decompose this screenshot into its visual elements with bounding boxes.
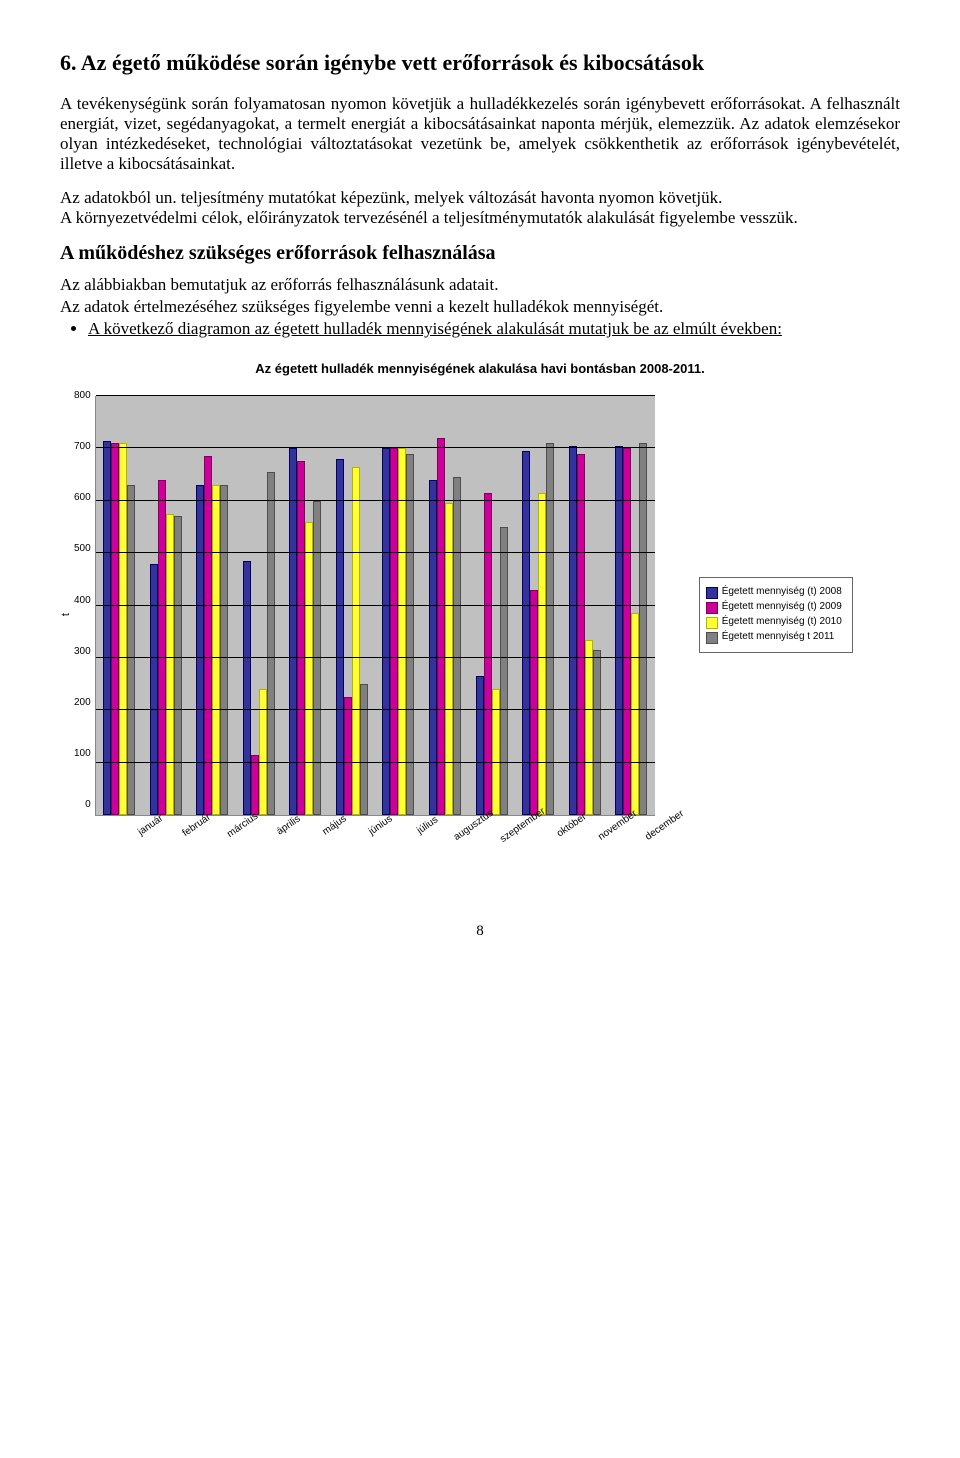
paragraph: A tevékenységünk során folyamatosan nyom… bbox=[60, 94, 900, 174]
paragraph: Az alábbiakban bemutatjuk az erőforrás f… bbox=[60, 275, 900, 295]
bar bbox=[166, 514, 174, 815]
bar bbox=[538, 493, 546, 815]
bar bbox=[445, 503, 453, 815]
gridline bbox=[96, 447, 655, 448]
bar bbox=[344, 697, 352, 815]
legend-label: Égetett mennyiség (t) 2010 bbox=[722, 616, 842, 627]
bullet-list: A következő diagramon az égetett hulladé… bbox=[88, 319, 900, 339]
bar bbox=[530, 590, 538, 815]
subheading: A működéshez szükséges erőforrások felha… bbox=[60, 242, 900, 265]
y-tick: 200 bbox=[74, 697, 91, 708]
y-tick: 600 bbox=[74, 492, 91, 503]
bar bbox=[150, 564, 158, 815]
y-tick: 800 bbox=[74, 390, 91, 401]
bar-group bbox=[142, 396, 189, 815]
legend-item: Égetett mennyiség t 2011 bbox=[706, 631, 842, 644]
bar bbox=[484, 493, 492, 815]
bar bbox=[352, 467, 360, 815]
bar-group bbox=[608, 396, 655, 815]
bar bbox=[631, 613, 639, 815]
gridline bbox=[96, 395, 655, 396]
legend-item: Égetett mennyiség (t) 2008 bbox=[706, 586, 842, 599]
bar-group bbox=[189, 396, 236, 815]
bar bbox=[623, 448, 631, 815]
bar-group bbox=[235, 396, 282, 815]
gridline bbox=[96, 657, 655, 658]
bar bbox=[382, 448, 390, 815]
gridline bbox=[96, 605, 655, 606]
chart: Az égetett hulladék mennyiségének alakul… bbox=[60, 361, 900, 833]
bar bbox=[103, 441, 111, 815]
legend-swatch bbox=[706, 632, 718, 644]
legend-item: Égetett mennyiség (t) 2010 bbox=[706, 616, 842, 629]
bar bbox=[174, 516, 182, 815]
y-tick: 700 bbox=[74, 441, 91, 452]
bar bbox=[398, 448, 406, 815]
legend-swatch bbox=[706, 587, 718, 599]
bar bbox=[500, 527, 508, 815]
bar bbox=[593, 650, 601, 815]
bar bbox=[313, 501, 321, 815]
gridline bbox=[96, 500, 655, 501]
page-number: 8 bbox=[60, 923, 900, 940]
bar bbox=[212, 485, 220, 815]
bar-group bbox=[468, 396, 515, 815]
gridline bbox=[96, 709, 655, 710]
bar bbox=[289, 448, 297, 815]
bar bbox=[243, 561, 251, 815]
legend-swatch bbox=[706, 617, 718, 629]
bar-group bbox=[329, 396, 376, 815]
legend-label: Égetett mennyiség (t) 2008 bbox=[722, 586, 842, 597]
bar-group bbox=[375, 396, 422, 815]
bar bbox=[437, 438, 445, 815]
x-ticks: januárfebruármárciusáprilismájusjúniusjú… bbox=[121, 816, 681, 833]
legend-label: Égetett mennyiség t 2011 bbox=[722, 631, 835, 642]
bar bbox=[305, 522, 313, 815]
y-tick: 100 bbox=[74, 748, 91, 759]
bar-group bbox=[561, 396, 608, 815]
paragraph: Az adatok értelmezéséhez szükséges figye… bbox=[60, 297, 900, 317]
gridline bbox=[96, 762, 655, 763]
bar bbox=[360, 684, 368, 815]
y-tick: 300 bbox=[74, 646, 91, 657]
bar bbox=[267, 472, 275, 815]
bar bbox=[615, 446, 623, 815]
y-tick: 500 bbox=[74, 543, 91, 554]
bars-container bbox=[96, 396, 655, 815]
chart-title: Az égetett hulladék mennyiségének alakul… bbox=[60, 361, 900, 376]
legend-item: Égetett mennyiség (t) 2009 bbox=[706, 601, 842, 614]
bar bbox=[220, 485, 228, 815]
bar bbox=[453, 477, 461, 815]
bar bbox=[522, 451, 530, 815]
bar-group bbox=[515, 396, 562, 815]
y-tick: 400 bbox=[74, 595, 91, 606]
bar bbox=[569, 446, 577, 815]
y-axis-label: t bbox=[60, 613, 72, 616]
bar bbox=[585, 640, 593, 815]
bar bbox=[127, 485, 135, 815]
bar bbox=[390, 448, 398, 815]
bar bbox=[158, 480, 166, 815]
section-title: 6. Az égető működése során igénybe vett … bbox=[60, 50, 900, 76]
y-ticks: 800 700 600 500 400 300 200 100 0 bbox=[74, 390, 95, 810]
bar bbox=[196, 485, 204, 815]
legend-label: Égetett mennyiség (t) 2009 bbox=[722, 601, 842, 612]
plot-area bbox=[95, 396, 655, 816]
legend: Égetett mennyiség (t) 2008 Égetett mennyi… bbox=[699, 577, 853, 653]
legend-swatch bbox=[706, 602, 718, 614]
y-tick: 0 bbox=[74, 799, 91, 810]
bar bbox=[259, 689, 267, 815]
gridline bbox=[96, 552, 655, 553]
bar bbox=[429, 480, 437, 815]
bar bbox=[492, 689, 500, 815]
bar-group bbox=[96, 396, 143, 815]
paragraph: Az adatokból un. teljesítmény mutatókat … bbox=[60, 188, 900, 228]
bar-group bbox=[422, 396, 469, 815]
bar-group bbox=[282, 396, 329, 815]
bar bbox=[476, 676, 484, 815]
list-item: A következő diagramon az égetett hulladé… bbox=[88, 319, 900, 339]
